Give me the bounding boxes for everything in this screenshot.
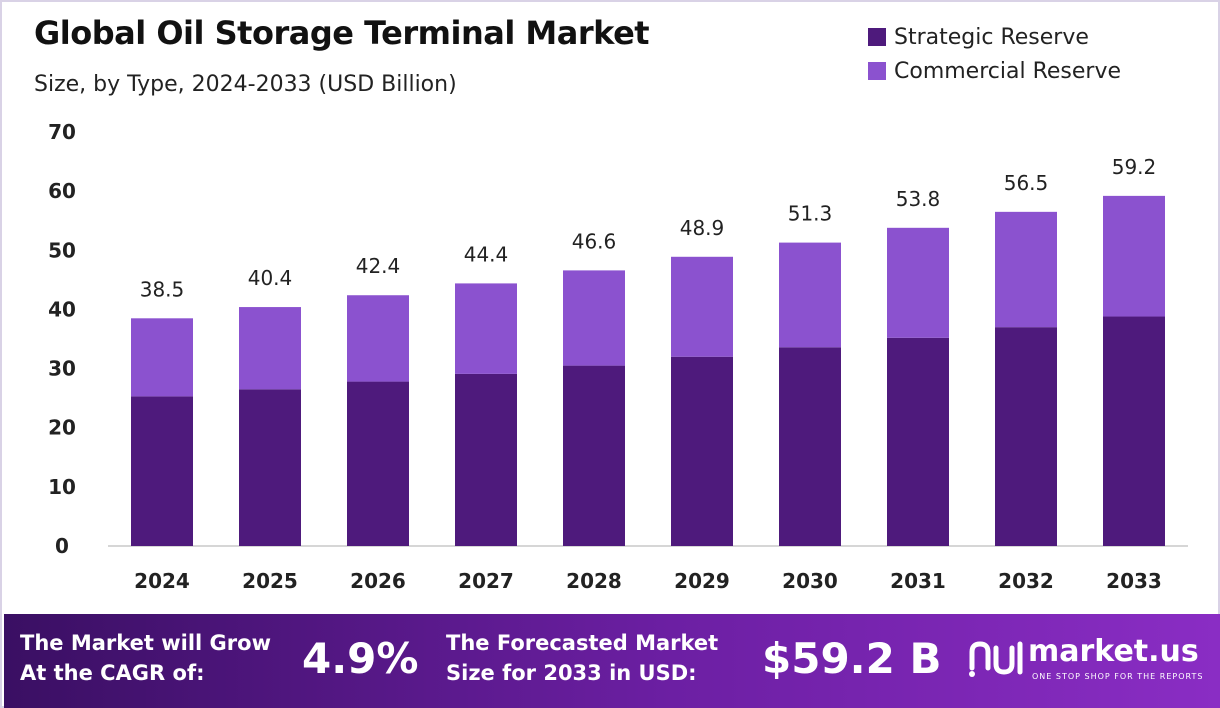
bar-total-label: 46.6 (572, 229, 617, 253)
bar-strategic-reserve (563, 365, 625, 546)
legend-label-commercial: Commercial Reserve (894, 58, 1122, 84)
bar-strategic-reserve (239, 389, 301, 546)
logo-tagline: ONE STOP SHOP FOR THE REPORTS (1032, 672, 1204, 681)
bar-commercial-reserve (995, 211, 1057, 328)
x-tick-label: 2025 (242, 569, 298, 593)
bar-commercial-reserve (563, 270, 625, 366)
footer-banner: The Market will Grow At the CAGR of: 4.9… (4, 614, 1220, 708)
bar-strategic-reserve (1103, 316, 1165, 546)
legend: Strategic Reserve Commercial Reserve (868, 20, 1121, 88)
y-tick-label: 20 (48, 416, 76, 440)
bar-total-label: 56.5 (1004, 171, 1049, 195)
bar-total-label: 42.4 (356, 254, 401, 278)
y-tick-label: 50 (48, 238, 76, 262)
legend-label-strategic: Strategic Reserve (894, 24, 1089, 50)
bar-commercial-reserve (1103, 195, 1165, 317)
bar-total-label: 38.5 (140, 277, 185, 301)
bar-strategic-reserve (887, 337, 949, 546)
y-tick-label: 60 (48, 179, 76, 203)
y-tick-label: 70 (48, 120, 76, 144)
x-tick-label: 2031 (890, 569, 946, 593)
bar-commercial-reserve (779, 242, 841, 348)
market-us-logo-icon (969, 641, 1023, 677)
bar-commercial-reserve (887, 227, 949, 338)
x-tick-label: 2032 (998, 569, 1054, 593)
logo-name: market.us (1028, 634, 1199, 669)
bar-commercial-reserve (347, 295, 409, 382)
x-tick-label: 2029 (674, 569, 730, 593)
y-tick-label: 30 (48, 357, 76, 381)
bar-commercial-reserve (671, 256, 733, 357)
bar-total-label: 40.4 (248, 266, 293, 290)
cagr-label: The Market will Grow At the CAGR of: (20, 628, 271, 688)
bar-strategic-reserve (347, 381, 409, 546)
bar-strategic-reserve (671, 356, 733, 546)
forecast-label: The Forecasted Market Size for 2033 in U… (446, 628, 718, 688)
bar-total-label: 51.3 (788, 202, 833, 226)
chart-subtitle: Size, by Type, 2024-2033 (USD Billion) (34, 72, 457, 97)
forecast-label-line2: Size for 2033 in USD: (446, 661, 697, 685)
bar-strategic-reserve (455, 373, 517, 546)
bar-total-label: 48.9 (680, 216, 725, 240)
cagr-value: 4.9% (302, 634, 419, 683)
legend-item-commercial: Commercial Reserve (868, 54, 1121, 88)
legend-swatch-strategic (868, 28, 886, 46)
x-tick-label: 2030 (782, 569, 838, 593)
forecast-label-line1: The Forecasted Market (446, 631, 719, 655)
bar-strategic-reserve (995, 327, 1057, 546)
bar-commercial-reserve (239, 307, 301, 390)
bar-strategic-reserve (779, 347, 841, 546)
x-tick-label: 2027 (458, 569, 514, 593)
bar-total-label: 53.8 (896, 187, 941, 211)
bar-total-label: 44.4 (464, 242, 509, 266)
y-tick-label: 40 (48, 297, 76, 321)
cagr-label-line2: At the CAGR of: (20, 661, 205, 685)
bar-commercial-reserve (455, 283, 517, 374)
bar-commercial-reserve (131, 318, 193, 397)
bar-strategic-reserve (131, 396, 193, 546)
bar-chart: 01020304050607038.5202440.4202542.420264… (48, 120, 1188, 593)
x-tick-label: 2024 (134, 569, 190, 593)
chart-title: Global Oil Storage Terminal Market (34, 14, 650, 52)
y-tick-label: 10 (48, 475, 76, 499)
x-tick-label: 2033 (1106, 569, 1162, 593)
y-tick-label: 0 (55, 534, 69, 558)
x-tick-label: 2028 (566, 569, 622, 593)
legend-item-strategic: Strategic Reserve (868, 20, 1121, 54)
forecast-value: $59.2 B (762, 634, 942, 683)
legend-swatch-commercial (868, 62, 886, 80)
bar-total-label: 59.2 (1112, 155, 1157, 179)
cagr-label-line1: The Market will Grow (20, 631, 271, 655)
x-tick-label: 2026 (350, 569, 406, 593)
